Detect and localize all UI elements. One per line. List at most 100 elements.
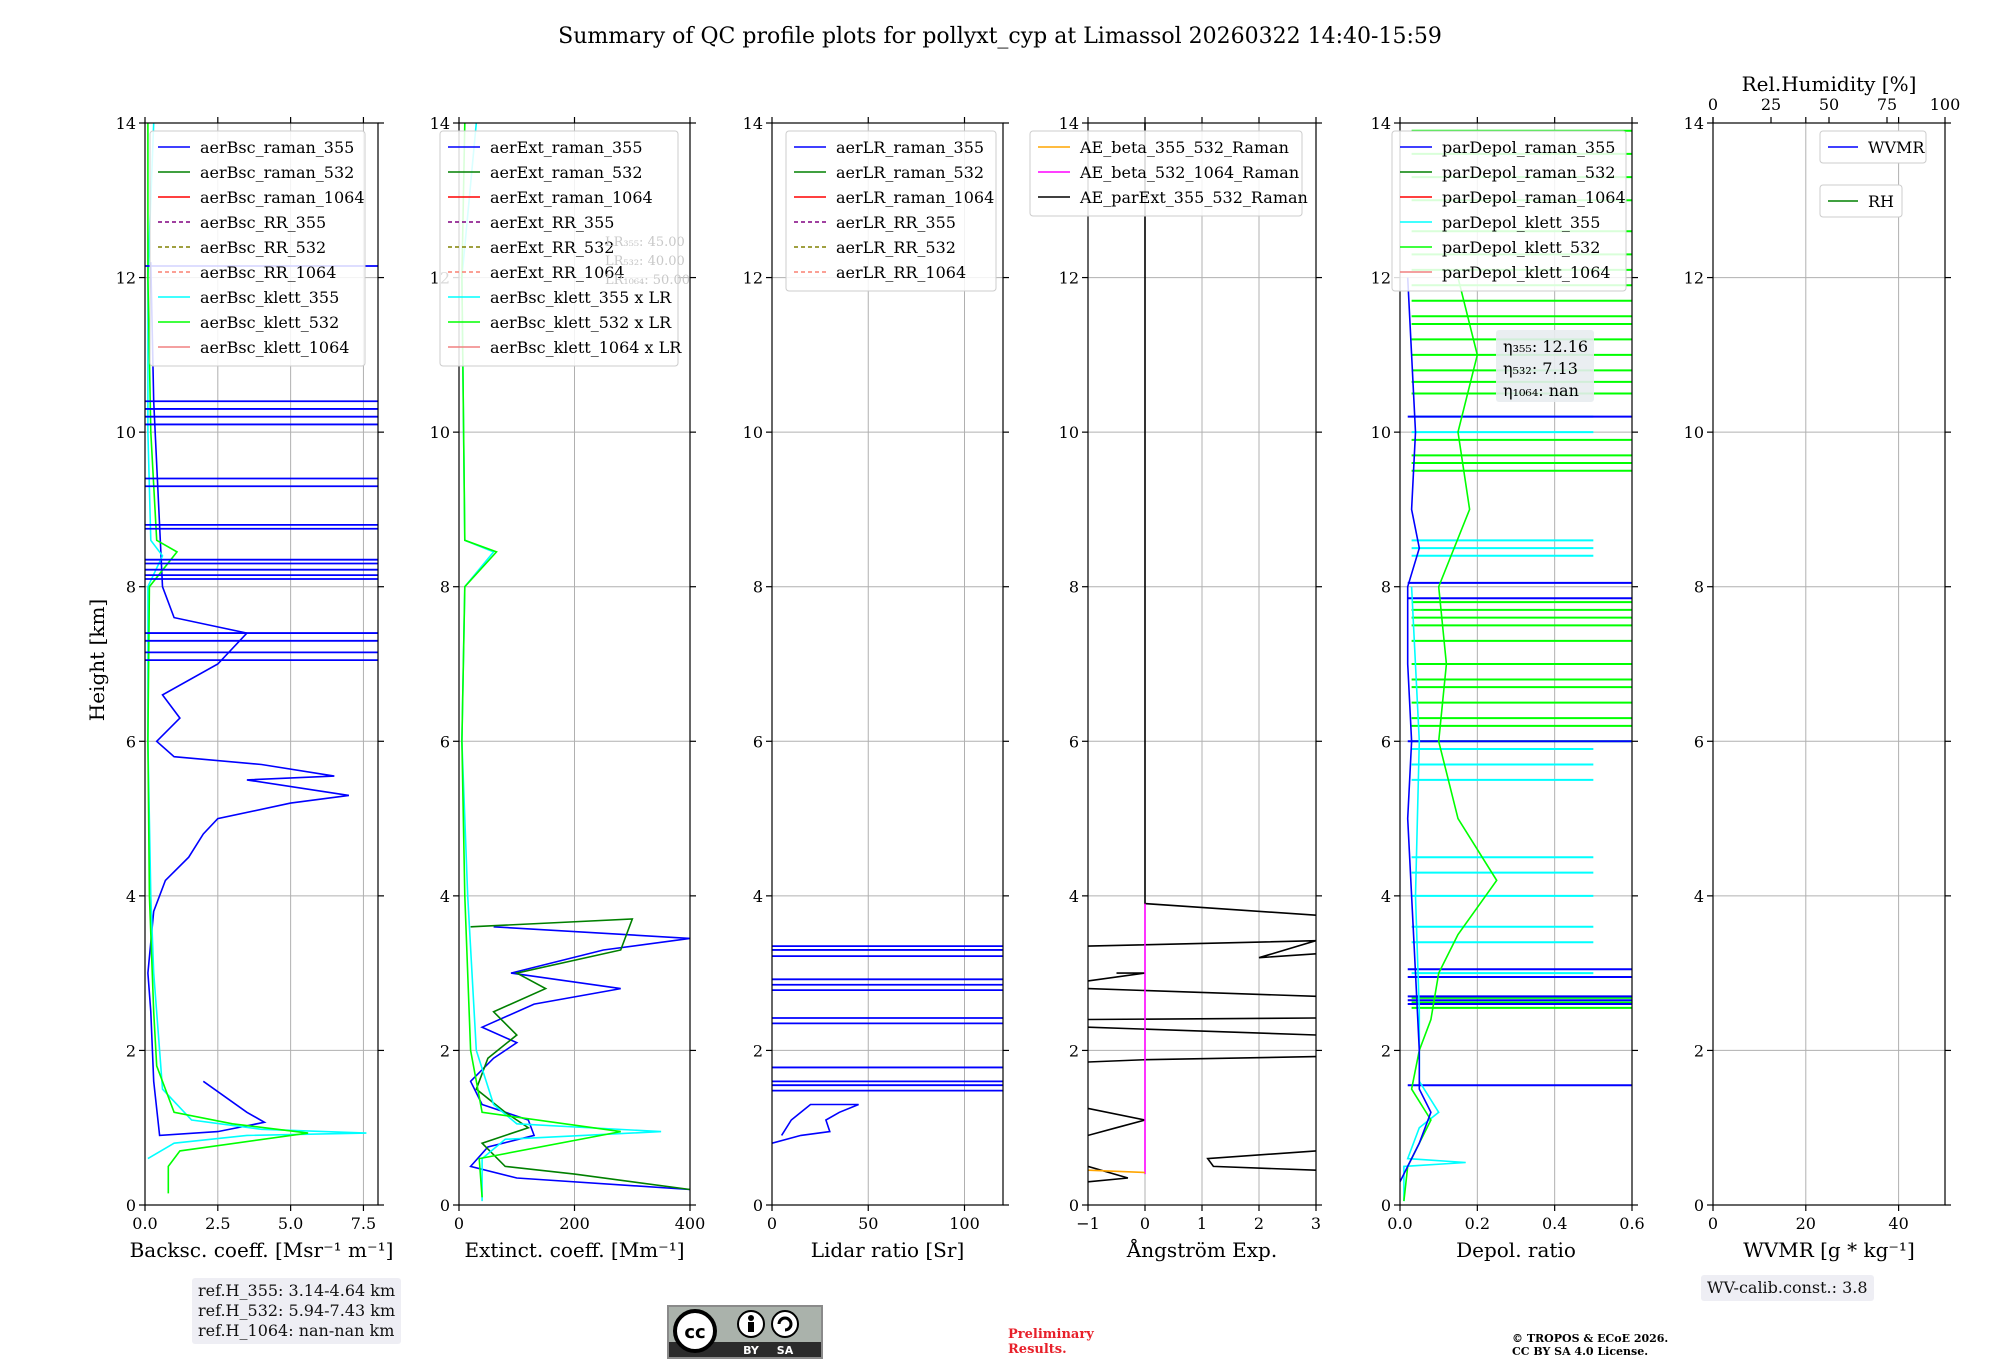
figure-title: Summary of QC profile plots for pollyxt_… xyxy=(558,24,1442,49)
ytick-label-wv-2: 4 xyxy=(1694,887,1704,906)
legend-frame xyxy=(1029,130,1303,217)
legend-bsc: aerBsc_raman_355 aerBsc_raman_532 aerBsc_r… xyxy=(149,130,366,367)
ytick-label-depol-5: 10 xyxy=(1371,423,1391,442)
ytick-label-depol-4: 8 xyxy=(1381,578,1391,597)
legend-frame xyxy=(785,130,997,292)
series-lr-0 xyxy=(772,1103,859,1144)
ytick-label-bsc-5: 10 xyxy=(116,423,136,442)
xtick-label-ext-0: 0 xyxy=(454,1214,464,1233)
xtick-label-bsc-2: 5.0 xyxy=(278,1214,303,1233)
legend-label-8: aerBsc_klett_1064 x LR xyxy=(490,338,682,357)
legend-label-4: aerBsc_RR_532 xyxy=(200,238,326,257)
legend-label-3: aerExt_RR_355 xyxy=(490,213,614,232)
ytick-label-lr-4: 8 xyxy=(753,578,763,597)
badge-by: BY xyxy=(743,1344,760,1357)
series-bsc-1 xyxy=(147,123,367,1160)
eta-box xyxy=(1496,330,1594,402)
xtick-label-wv-2: 40 xyxy=(1888,1214,1908,1233)
ytick-label-ext-1: 2 xyxy=(440,1041,450,1060)
series-depol-2 xyxy=(1400,277,1432,1183)
legend-wv-1: RH xyxy=(1819,184,1903,218)
ytick-label-bsc-3: 6 xyxy=(126,732,136,751)
badge-cc: cc xyxy=(684,1322,705,1343)
legend-label-0: parDepol_raman_355 xyxy=(1442,138,1615,157)
legend-frame xyxy=(439,130,679,367)
ytick-label-bsc-4: 8 xyxy=(126,578,136,597)
xtick-label-lr-1: 50 xyxy=(858,1214,878,1233)
ytick-label-ext-4: 8 xyxy=(440,578,450,597)
ytick-label-depol-1: 2 xyxy=(1381,1041,1391,1060)
series-ae-6 xyxy=(1088,987,1316,998)
legend-label-4: parDepol_klett_532 xyxy=(1442,238,1600,257)
series-bsc-0 xyxy=(147,262,350,1137)
legend-label-1: aerBsc_raman_532 xyxy=(200,163,354,182)
ytick-label-ae-4: 8 xyxy=(1069,578,1079,597)
ref-h-355: ref.H_355: 3.14-4.64 km xyxy=(198,1281,396,1300)
legend-label-1: AE_beta_532_1064_Raman xyxy=(1079,163,1299,182)
legend-label: RH xyxy=(1868,192,1894,211)
ytick-label-lr-0: 0 xyxy=(753,1196,763,1215)
top-tick-label-2: 50 xyxy=(1819,95,1839,114)
ytick-label-wv-4: 8 xyxy=(1694,578,1704,597)
series-ext-0 xyxy=(469,926,690,1191)
y-axis-label: Height [km] xyxy=(85,599,109,721)
series-ext-1 xyxy=(470,918,690,1191)
xtick-label-bsc-0: 0.0 xyxy=(132,1214,157,1233)
ytick-label-ext-0: 0 xyxy=(440,1196,450,1215)
copyright-line-1: © TROPOS & ECoE 2026. xyxy=(1512,1332,1669,1345)
ytick-label-lr-6: 12 xyxy=(743,269,763,288)
panel-bsc: 0 2 4 6 8 10 12 14 0.0 2.5 5.0 7.5 Backsc. coeff. [M… xyxy=(116,114,394,1262)
prelim-line-2: Results. xyxy=(1008,1342,1067,1357)
copyright-line-2: CC BY SA 4.0 License. xyxy=(1512,1345,1649,1358)
legend-label-5: aerExt_RR_1064 xyxy=(490,263,625,282)
legend-label-5: aerBsc_RR_1064 xyxy=(200,263,336,282)
xlabel-depol: Depol. ratio xyxy=(1456,1238,1576,1262)
sa-share-icon xyxy=(771,1310,799,1338)
xlabel-ae: Ångström Exp. xyxy=(1126,1237,1277,1262)
legend-label-7: aerBsc_klett_532 xyxy=(200,313,339,332)
ytick-label-lr-2: 4 xyxy=(753,887,763,906)
axes-frame-wv xyxy=(1712,122,1946,1206)
ytick-label-ext-7: 14 xyxy=(430,114,450,133)
series-ae-8 xyxy=(1088,939,1316,959)
ytick-label-wv-1: 2 xyxy=(1694,1041,1704,1060)
wv-calib-text: WV-calib.const.: 3.8 xyxy=(1707,1278,1868,1297)
series-depol-0 xyxy=(1403,586,1466,1202)
xtick-label-wv-1: 20 xyxy=(1796,1214,1816,1233)
legend-frame xyxy=(1391,130,1627,292)
plot-area-ext xyxy=(461,123,690,1202)
legend-frame xyxy=(1819,184,1903,218)
series-ae-4 xyxy=(1088,1026,1316,1036)
prelim-line-1: Preliminary xyxy=(1008,1327,1094,1342)
legend-label-5: parDepol_klett_1064 xyxy=(1442,263,1611,282)
series-ae-1 xyxy=(1088,1165,1129,1183)
ytick-label-depol-6: 12 xyxy=(1371,269,1391,288)
ytick-label-ext-5: 10 xyxy=(430,423,450,442)
cc-license-badge: cc BY SA xyxy=(667,1305,823,1359)
plot-area-ae xyxy=(1088,123,1316,1183)
cc-circle-icon xyxy=(673,1309,717,1353)
ytick-label-lr-7: 14 xyxy=(743,114,763,133)
legend-label-2: aerExt_raman_1064 xyxy=(490,188,653,207)
xtick-label-depol-0: 0.0 xyxy=(1387,1214,1412,1233)
legend-label-0: aerBsc_raman_355 xyxy=(200,138,354,157)
ytick-label-bsc-7: 14 xyxy=(116,114,136,133)
legend-label-1: parDepol_raman_532 xyxy=(1442,163,1615,182)
ytick-label-wv-5: 10 xyxy=(1684,423,1704,442)
lr-annotation-0: LR₃₅₅: 45.00 xyxy=(605,235,685,250)
panel-ext: 024681012140200400Extinct. coeff. [Mm⁻¹]… xyxy=(430,114,706,1262)
xtick-label-bsc-3: 7.5 xyxy=(351,1214,376,1233)
legend-label-0: AE_beta_355_532_Raman xyxy=(1079,138,1289,157)
preliminary-note: Preliminary Results. xyxy=(1008,1327,1094,1357)
xtick-label-wv-0: 0 xyxy=(1708,1214,1718,1233)
axes-frame-lr xyxy=(771,122,1004,1206)
legend-lr: aerLR_raman_355 aerLR_raman_532 aerLR_rama… xyxy=(785,130,997,292)
xlabel-ext: Extinct. coeff. [Mm⁻¹] xyxy=(464,1238,684,1262)
legend-label-4: aerLR_RR_532 xyxy=(836,238,956,257)
ytick-label-ae-3: 6 xyxy=(1069,732,1079,751)
ytick-label-ae-6: 12 xyxy=(1059,269,1079,288)
series-ae-7 xyxy=(1088,972,1146,982)
